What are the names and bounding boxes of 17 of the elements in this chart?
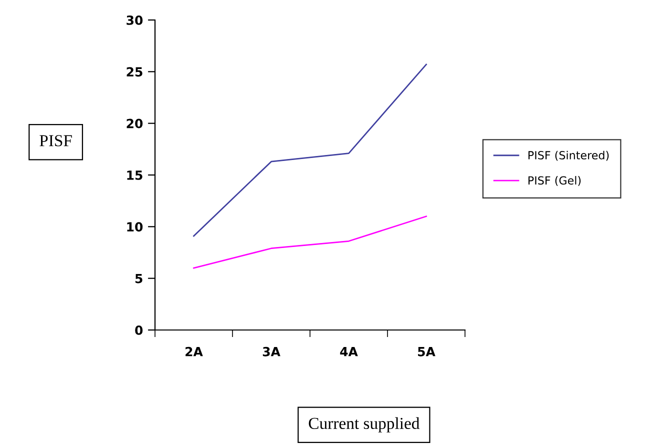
legend-label: PISF (Gel): [528, 176, 581, 186]
x-tick-label: 3A: [262, 346, 280, 356]
x-tick-label: 5A: [418, 347, 436, 356]
x-tick-label: 4A: [340, 347, 358, 356]
y-tick-label: 5: [135, 274, 142, 284]
y-tick-label: 25: [126, 67, 142, 77]
y-tick-label: 30: [126, 15, 143, 25]
line-series: [193, 64, 427, 237]
y-tick-label: 0: [135, 325, 143, 335]
legend-label: PISF (Sintered): [528, 150, 609, 161]
y-tick-label: 20: [126, 118, 143, 128]
y-tick-label: 10: [127, 222, 143, 232]
x-axis-title: Current supplied: [308, 417, 420, 432]
y-axis-title: PISF: [40, 135, 72, 146]
line-series: [193, 216, 427, 269]
y-tick-label: 15: [127, 170, 142, 180]
x-tick-label: 2A: [186, 346, 203, 356]
